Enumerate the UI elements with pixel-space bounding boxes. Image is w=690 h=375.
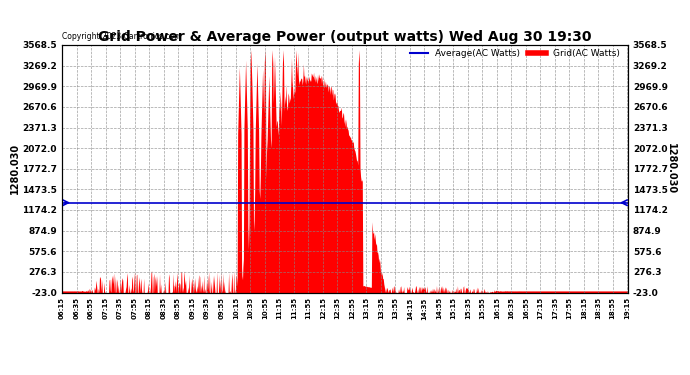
Y-axis label: 1280.030: 1280.030 [10, 143, 19, 194]
Title: Grid Power & Average Power (output watts) Wed Aug 30 19:30: Grid Power & Average Power (output watts… [98, 30, 592, 44]
Legend: Average(AC Watts), Grid(AC Watts): Average(AC Watts), Grid(AC Watts) [406, 46, 623, 62]
Y-axis label: 1280.030: 1280.030 [666, 143, 676, 194]
Text: Copyright 2023 Cartronics.com: Copyright 2023 Cartronics.com [62, 32, 181, 41]
